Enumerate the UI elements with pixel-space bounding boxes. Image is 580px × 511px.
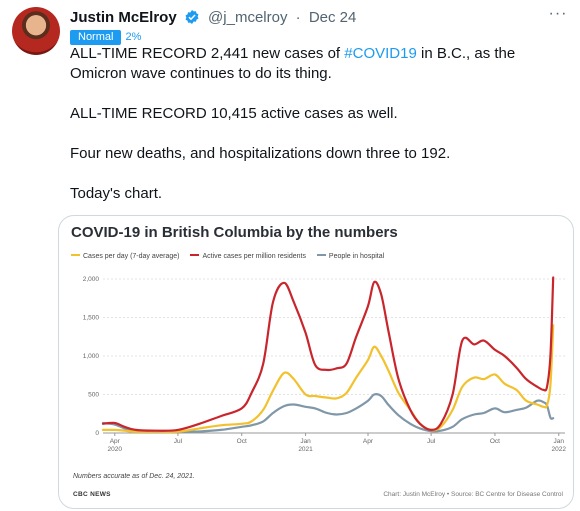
tweet-paragraph-3: Four new deaths, and hospitalizations do… (70, 145, 451, 162)
chart-source-credit: Chart: Justin McElroy • Source: BC Centr… (383, 491, 563, 498)
tweet-meta: Normal 2% (70, 30, 142, 45)
x-tick-label: Jan (300, 438, 311, 445)
legend-item-hospital: People in hospital (316, 253, 384, 260)
x-tick-label: Apr (363, 438, 374, 445)
x-tick-sublabel: 2022 (552, 446, 567, 453)
y-tick-label: 0 (95, 430, 99, 437)
avatar[interactable] (12, 7, 60, 55)
x-tick-label: Oct (237, 438, 247, 445)
tweet-text: ALL-TIME RECORD 2,441 new cases of #COVI… (70, 44, 570, 204)
badge-percent: 2% (125, 31, 142, 43)
legend-item-active: Active cases per million residents (190, 253, 306, 260)
series-line-active (101, 276, 555, 432)
chart-title: COVID-19 in British Columbia by the numb… (71, 224, 398, 241)
chart-note: Numbers accurate as of Dec. 24, 2021. (73, 473, 195, 480)
tweet-date[interactable]: Dec 24 (308, 9, 357, 26)
tweet-paragraph-1: ALL-TIME RECORD 2,441 new cases of #COVI… (70, 45, 516, 82)
x-tick-label: Apr (110, 438, 121, 445)
chart-legend: Cases per day (7-day average) Active cas… (71, 253, 393, 260)
tweet-paragraph-2: ALL-TIME RECORD 10,415 active cases as w… (70, 105, 398, 122)
author-name[interactable]: Justin McElroy (70, 9, 177, 26)
more-icon[interactable]: ··· (548, 5, 568, 22)
y-tick-label: 1,500 (83, 315, 100, 322)
hashtag-link[interactable]: #COVID19 (344, 45, 417, 62)
separator-dot: · (295, 9, 301, 26)
chart-image-card[interactable]: COVID-19 in British Columbia by the numb… (58, 215, 574, 509)
y-tick-label: 2,000 (83, 276, 100, 283)
x-tick-sublabel: 2020 (108, 446, 123, 453)
y-tick-label: 500 (88, 392, 99, 399)
tweet-paragraph-4: Today's chart. (70, 185, 163, 202)
x-tick-label: Jul (174, 438, 183, 445)
verified-badge-icon (185, 10, 199, 24)
normal-badge: Normal (70, 30, 122, 45)
legend-item-cases: Cases per day (7-day average) (71, 253, 180, 260)
chart-source-brand: CBC NEWS (73, 491, 111, 498)
series-line-cases (101, 324, 555, 434)
x-tick-label: Jul (427, 438, 436, 445)
x-tick-sublabel: 2021 (298, 446, 313, 453)
x-tick-label: Oct (490, 438, 500, 445)
y-tick-label: 1,000 (83, 353, 100, 360)
x-tick-label: Jan (554, 438, 565, 445)
tweet-header: Justin McElroy @j_mcelroy · Dec 24 ··· (70, 5, 568, 29)
series-line-hospital (101, 393, 555, 433)
author-handle[interactable]: @j_mcelroy (208, 9, 288, 26)
